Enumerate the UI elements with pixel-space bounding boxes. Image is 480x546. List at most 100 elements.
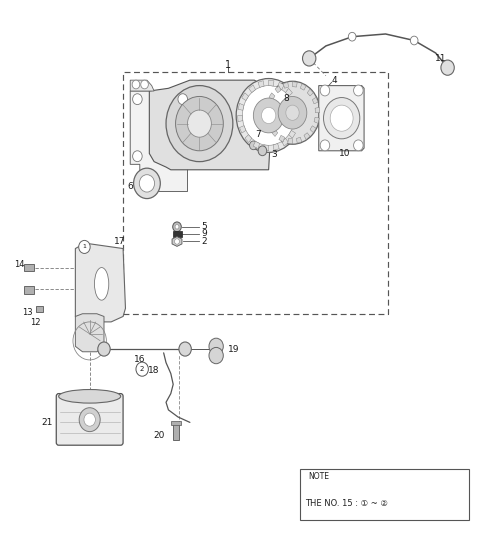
Polygon shape bbox=[310, 126, 316, 133]
Circle shape bbox=[262, 108, 276, 123]
Polygon shape bbox=[312, 97, 318, 104]
Text: 1: 1 bbox=[83, 245, 86, 250]
Text: 16: 16 bbox=[134, 355, 145, 364]
Polygon shape bbox=[307, 89, 313, 96]
Polygon shape bbox=[258, 81, 264, 87]
Polygon shape bbox=[238, 103, 244, 110]
Circle shape bbox=[410, 36, 418, 45]
Polygon shape bbox=[263, 145, 269, 151]
Polygon shape bbox=[272, 129, 278, 136]
Bar bbox=[300, 468, 469, 520]
Polygon shape bbox=[277, 82, 284, 90]
Circle shape bbox=[132, 151, 142, 162]
Text: 5: 5 bbox=[201, 222, 207, 232]
Circle shape bbox=[133, 168, 160, 199]
Text: 11: 11 bbox=[435, 54, 446, 63]
Polygon shape bbox=[292, 82, 297, 87]
Circle shape bbox=[176, 97, 223, 151]
Circle shape bbox=[173, 222, 181, 232]
Bar bbox=[24, 264, 34, 271]
Circle shape bbox=[330, 105, 353, 131]
Polygon shape bbox=[130, 80, 154, 91]
Text: THE NO. 15 : ① ~ ②: THE NO. 15 : ① ~ ② bbox=[305, 500, 388, 508]
Polygon shape bbox=[242, 93, 249, 100]
Text: 9: 9 bbox=[201, 229, 207, 239]
Circle shape bbox=[136, 362, 148, 376]
Polygon shape bbox=[75, 243, 125, 322]
Text: 14: 14 bbox=[14, 260, 25, 269]
Circle shape bbox=[209, 347, 223, 364]
Circle shape bbox=[250, 141, 257, 150]
Circle shape bbox=[175, 239, 180, 244]
Polygon shape bbox=[265, 113, 270, 118]
FancyBboxPatch shape bbox=[56, 394, 123, 445]
Polygon shape bbox=[238, 115, 243, 122]
Polygon shape bbox=[130, 91, 188, 192]
Polygon shape bbox=[297, 137, 302, 143]
Circle shape bbox=[265, 81, 320, 144]
Bar bbox=[123, 72, 388, 314]
Polygon shape bbox=[279, 135, 285, 142]
Polygon shape bbox=[295, 109, 300, 115]
Circle shape bbox=[178, 94, 188, 105]
Polygon shape bbox=[300, 84, 306, 90]
Text: 4: 4 bbox=[332, 76, 337, 85]
Polygon shape bbox=[149, 80, 271, 170]
Polygon shape bbox=[240, 126, 246, 133]
Circle shape bbox=[253, 98, 284, 133]
Circle shape bbox=[348, 32, 356, 41]
Circle shape bbox=[132, 94, 142, 105]
Circle shape bbox=[354, 140, 363, 151]
Polygon shape bbox=[304, 133, 310, 140]
Polygon shape bbox=[286, 88, 292, 96]
Polygon shape bbox=[172, 236, 182, 246]
Circle shape bbox=[139, 175, 155, 192]
Bar bbox=[36, 306, 43, 312]
Polygon shape bbox=[291, 98, 298, 105]
Text: 1: 1 bbox=[225, 60, 231, 70]
Circle shape bbox=[179, 342, 192, 356]
Circle shape bbox=[236, 79, 301, 152]
Bar bbox=[24, 286, 34, 294]
Circle shape bbox=[324, 98, 360, 139]
Circle shape bbox=[302, 51, 316, 66]
Bar bbox=[171, 421, 181, 425]
Polygon shape bbox=[289, 130, 296, 138]
Text: 10: 10 bbox=[339, 149, 351, 158]
Text: 2: 2 bbox=[140, 366, 144, 372]
Circle shape bbox=[286, 105, 299, 120]
Text: 6: 6 bbox=[127, 182, 133, 191]
Bar bbox=[173, 230, 182, 236]
Text: 2: 2 bbox=[202, 237, 207, 246]
Text: NOTE: NOTE bbox=[308, 472, 329, 480]
Circle shape bbox=[141, 80, 148, 89]
Text: 21: 21 bbox=[41, 418, 52, 427]
Circle shape bbox=[242, 86, 295, 145]
Polygon shape bbox=[315, 108, 320, 113]
Text: 17: 17 bbox=[114, 237, 125, 246]
Polygon shape bbox=[314, 117, 319, 123]
Text: 20: 20 bbox=[153, 431, 165, 441]
Text: 7: 7 bbox=[255, 130, 261, 139]
Text: 13: 13 bbox=[23, 308, 33, 317]
Text: 19: 19 bbox=[228, 345, 240, 354]
Polygon shape bbox=[267, 122, 273, 128]
Polygon shape bbox=[253, 141, 260, 149]
Polygon shape bbox=[266, 102, 271, 108]
Polygon shape bbox=[75, 314, 104, 352]
Polygon shape bbox=[282, 138, 288, 146]
Circle shape bbox=[441, 60, 454, 75]
Text: 8: 8 bbox=[283, 93, 289, 103]
Circle shape bbox=[188, 110, 211, 137]
Ellipse shape bbox=[95, 268, 109, 300]
Polygon shape bbox=[269, 80, 274, 86]
Bar bbox=[173, 424, 179, 440]
Polygon shape bbox=[249, 85, 255, 93]
Circle shape bbox=[209, 338, 223, 354]
Polygon shape bbox=[319, 86, 364, 151]
Circle shape bbox=[79, 240, 90, 253]
Polygon shape bbox=[275, 86, 281, 93]
Text: 3: 3 bbox=[272, 150, 277, 159]
Polygon shape bbox=[269, 93, 275, 100]
Polygon shape bbox=[293, 121, 299, 128]
